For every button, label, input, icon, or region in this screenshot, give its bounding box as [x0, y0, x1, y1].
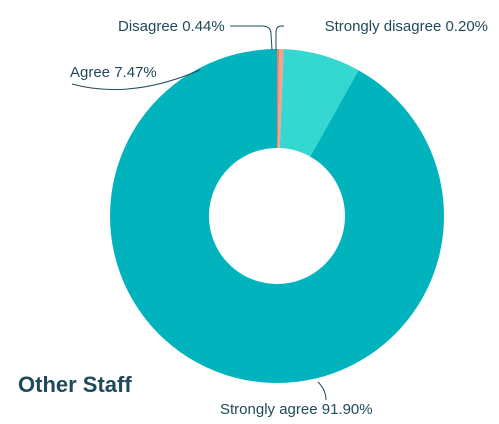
slice-labels: Strongly disagree 0.20% Disagree 0.44% A…: [70, 18, 488, 418]
label-disagree: Disagree 0.44%: [118, 18, 225, 35]
label-strongly-agree: Strongly agree 91.90%: [220, 401, 373, 418]
slice-strongly-disagree: [277, 49, 280, 149]
label-agree: Agree 7.47%: [70, 64, 157, 81]
slice-agree: [279, 49, 359, 157]
donut-slices: [110, 49, 445, 384]
leader-strongly-agree: [317, 381, 327, 401]
label-leaders: [71, 25, 327, 401]
leader-strongly-disagree: [275, 25, 284, 50]
label-strongly-disagree: Strongly disagree 0.20%: [325, 18, 488, 35]
slice-strongly-agree: [110, 49, 445, 384]
leader-agree: [71, 69, 201, 91]
slice-disagree: [277, 49, 284, 149]
chart-title: Other Staff: [18, 372, 132, 397]
leader-disagree: [230, 25, 273, 51]
